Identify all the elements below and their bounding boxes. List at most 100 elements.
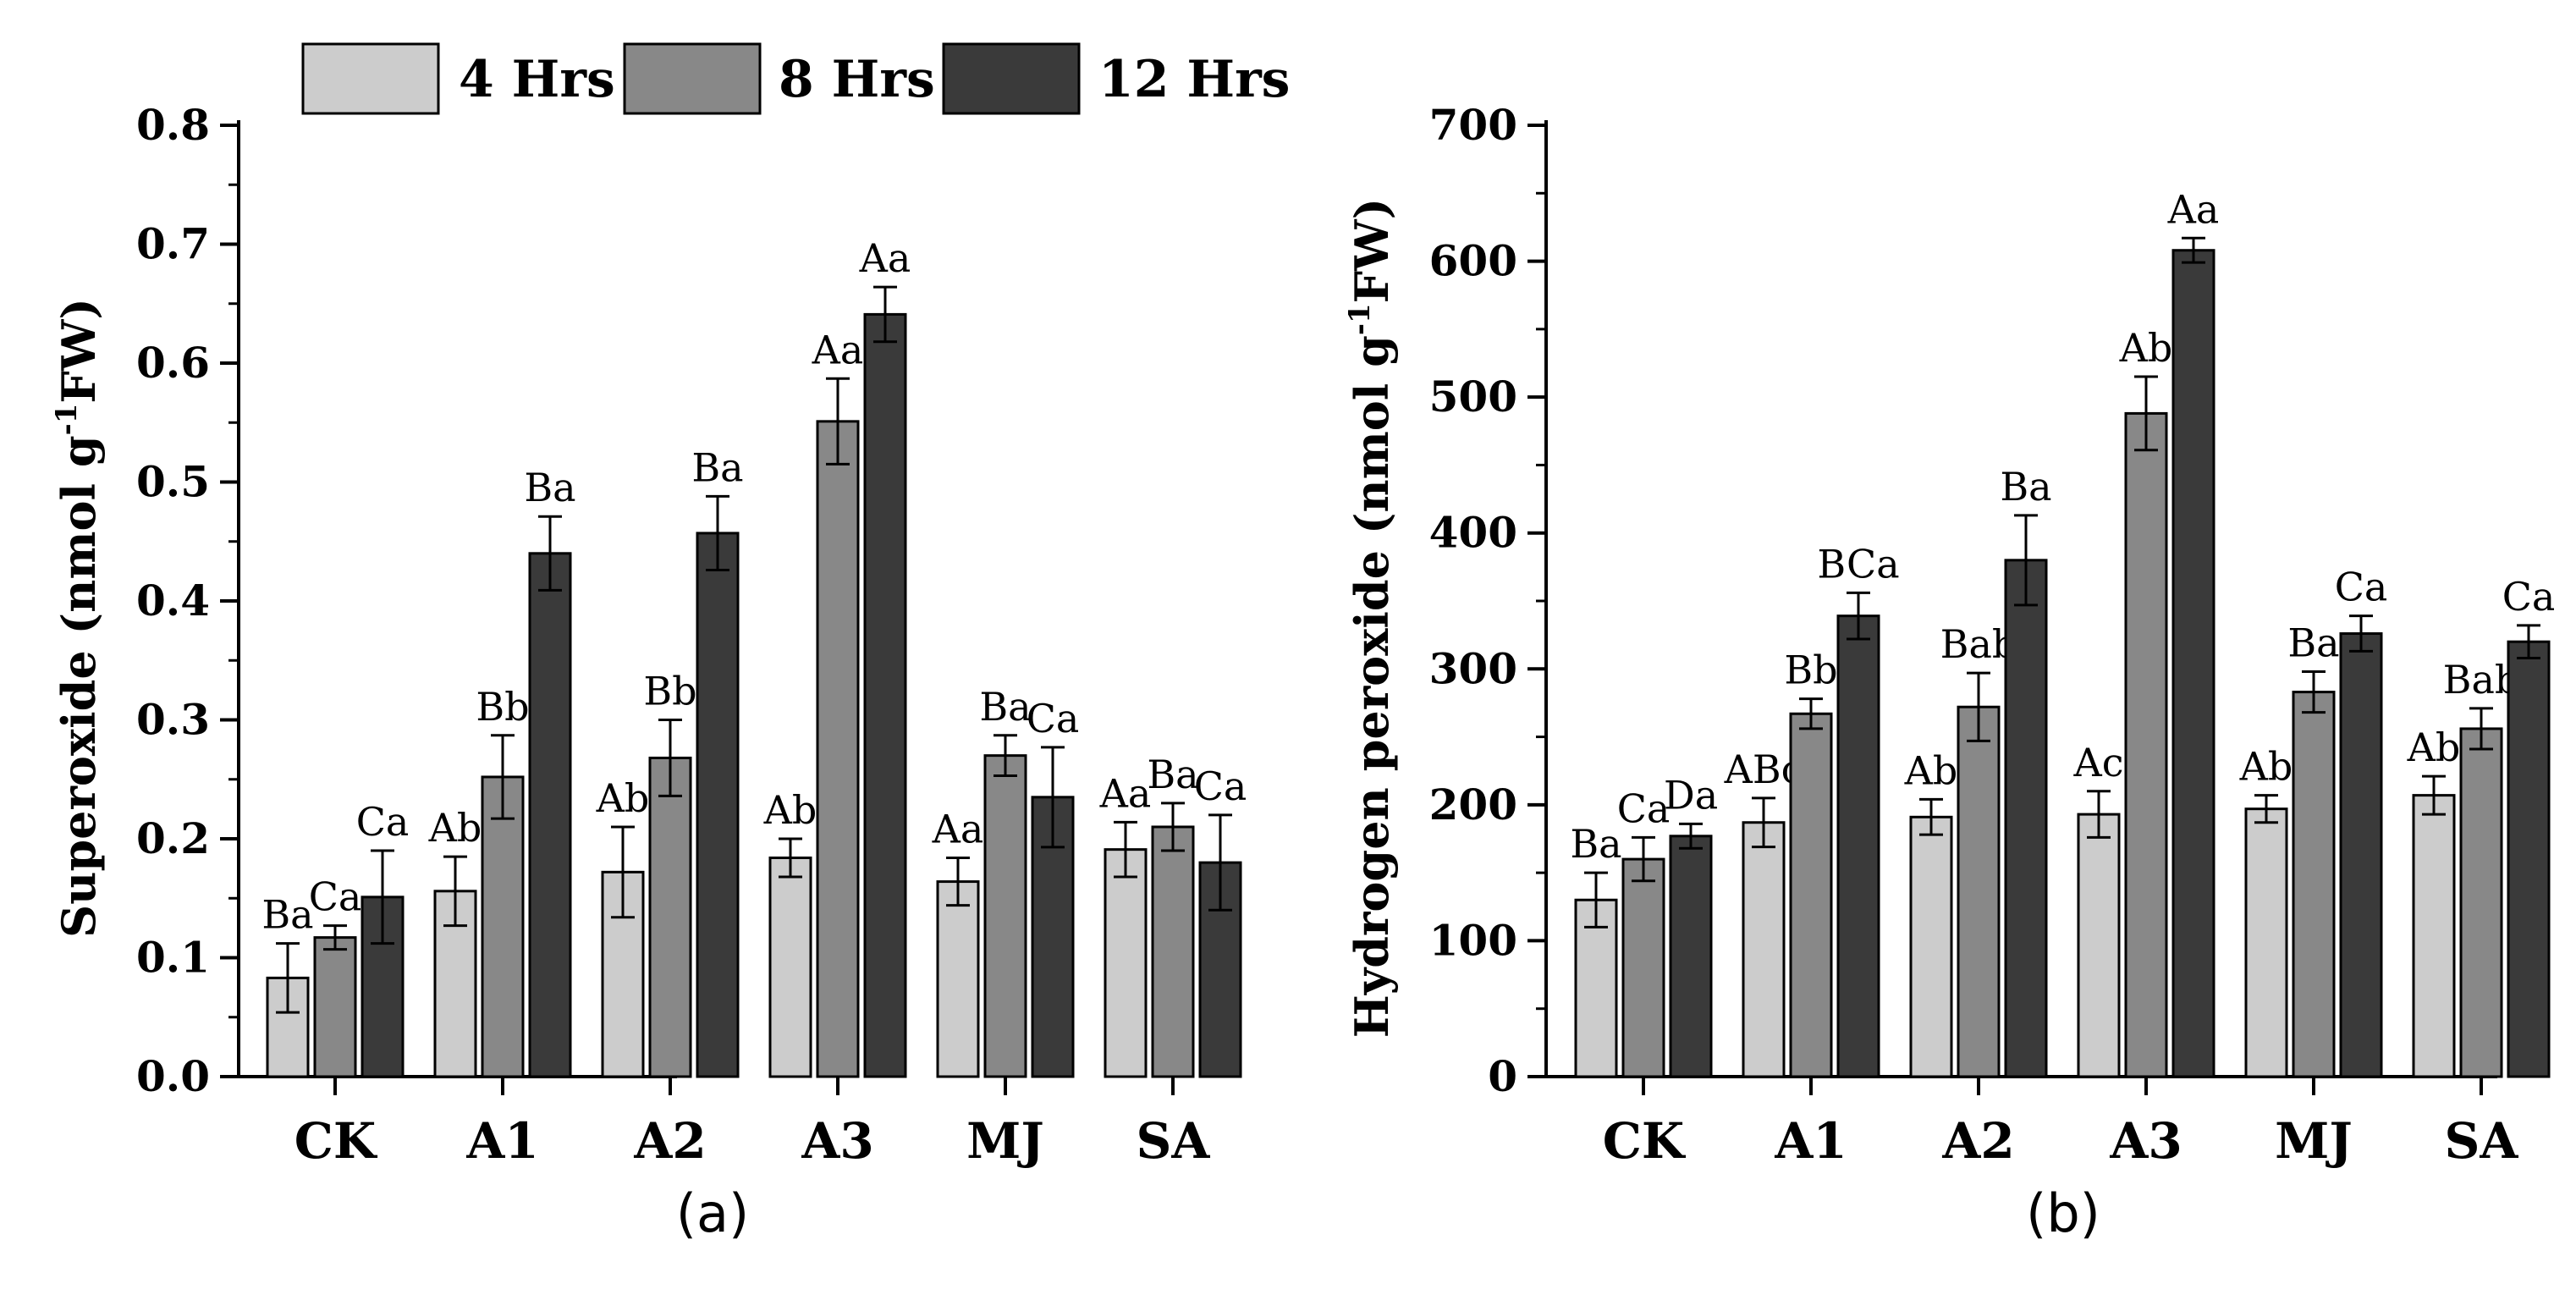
bar — [2412, 794, 2456, 1078]
bar — [936, 880, 980, 1078]
legend-swatch-1 — [623, 42, 762, 115]
y-tick-label: 500 — [1429, 372, 1517, 422]
bar — [1789, 712, 1833, 1078]
panel-label: (a) — [676, 1182, 749, 1244]
significance-label: Aa — [2167, 186, 2220, 232]
legend-label-0: 4 Hrs — [459, 50, 615, 109]
legend-item-0: 4 Hrs — [301, 42, 615, 115]
bar — [2004, 559, 2048, 1078]
significance-label: Aa — [812, 327, 864, 372]
y-axis-title-main: Superoxide (nmol g — [52, 435, 106, 938]
bar — [1669, 835, 1713, 1078]
significance-label: BCa — [1817, 541, 1899, 587]
bar — [1836, 614, 1880, 1078]
significance-label: Ab — [763, 787, 817, 833]
x-category-label: A1 — [465, 1112, 538, 1170]
significance-label: Ab — [2407, 725, 2461, 770]
bar — [313, 936, 357, 1078]
panel-label: (b) — [2026, 1182, 2100, 1244]
significance-label: Bab — [1940, 621, 2017, 667]
bar — [648, 756, 692, 1078]
bar — [2077, 813, 2121, 1078]
bar — [768, 856, 812, 1078]
significance-label: Ab — [428, 805, 482, 851]
x-category-label: CK — [1603, 1112, 1687, 1170]
bar — [2507, 640, 2551, 1078]
significance-label: Ba — [2000, 464, 2051, 510]
bar — [1104, 848, 1148, 1078]
y-axis-title-sup: -1 — [1343, 303, 1377, 335]
bar — [1909, 815, 1953, 1078]
y-tick-label: 0.5 — [136, 457, 210, 507]
x-category-label: A3 — [2109, 1112, 2182, 1170]
y-tick-label: 400 — [1429, 508, 1517, 558]
significance-label: Ca — [2502, 574, 2556, 620]
x-category-label: SA — [2445, 1112, 2519, 1170]
x-category-label: CK — [294, 1112, 378, 1170]
y-tick-label: 200 — [1429, 780, 1517, 829]
bar — [2339, 632, 2383, 1078]
significance-label: Aa — [859, 235, 911, 281]
legend-swatch-2 — [942, 42, 1081, 115]
bar — [1151, 825, 1195, 1078]
y-tick-label: 700 — [1429, 100, 1517, 150]
x-category-label: A1 — [1774, 1112, 1847, 1170]
bar — [2292, 691, 2336, 1078]
x-category-label: MJ — [966, 1112, 1044, 1170]
significance-label: Ab — [2119, 325, 2173, 371]
significance-label: Ab — [1904, 747, 1958, 793]
significance-label: Aa — [1099, 770, 1152, 816]
y-tick-label: 0.1 — [136, 933, 210, 983]
y-tick-label: 0.6 — [136, 338, 210, 388]
y-axis-title-main: Hydrogen peroxide (nmol g — [1345, 335, 1399, 1038]
bar — [983, 754, 1027, 1078]
significance-label: Ba — [979, 684, 1031, 730]
legend-item-2: 12 Hrs — [942, 42, 1290, 115]
y-tick-label: 600 — [1429, 236, 1517, 286]
bar — [2124, 411, 2168, 1078]
y-tick-label: 300 — [1429, 643, 1517, 693]
significance-label: Ca — [309, 874, 362, 920]
y-axis-title-end: FW) — [52, 298, 106, 404]
y-tick-label: 0.2 — [136, 813, 210, 863]
significance-label: Ba — [691, 444, 743, 490]
significance-label: Bb — [1784, 648, 1837, 693]
y-axis-title-sup: -1 — [50, 404, 84, 436]
significance-label: Ab — [596, 775, 650, 821]
chart-panel-1: 0 100 200 300 400 500 600 700 Hydrogen peroxide … — [1343, 100, 2555, 1244]
y-tick-label: 0 — [1488, 1051, 1517, 1101]
x-category-label: A3 — [801, 1112, 873, 1170]
significance-label: Bab — [2443, 657, 2520, 703]
significance-label: Ca — [2335, 565, 2388, 610]
significance-label: Ca — [1194, 763, 1247, 809]
chart-panel-0: 0.0 0.1 0.2 0.3 0.4 0.5 0.6 0.7 0.8 Superoxide (n… — [50, 100, 1247, 1244]
y-axis-title: Superoxide (nmol g-1FW) — [50, 298, 106, 938]
bar — [1957, 705, 2001, 1078]
y-tick-label: 0.0 — [136, 1051, 210, 1101]
legend-label-1: 8 Hrs — [779, 50, 935, 109]
significance-label: Ba — [261, 892, 313, 938]
significance-label: Ca — [1617, 785, 1671, 831]
significance-label: Ba — [1570, 821, 1621, 867]
bar — [1621, 857, 1665, 1078]
legend-item-1: 8 Hrs — [623, 42, 935, 115]
y-tick-label: 0.4 — [136, 576, 210, 625]
significance-label: Ac — [2073, 740, 2124, 785]
bar — [696, 532, 740, 1078]
y-tick-label: 100 — [1429, 915, 1517, 965]
bar — [816, 420, 860, 1078]
x-category-label: SA — [1137, 1112, 1211, 1170]
significance-label: Ca — [356, 799, 410, 845]
legend-label-2: 12 Hrs — [1098, 50, 1290, 109]
significance-label: Bb — [643, 669, 696, 714]
bar — [1742, 821, 1786, 1078]
significance-label: Ca — [1027, 696, 1080, 741]
bar — [528, 552, 572, 1078]
significance-label: Bb — [476, 684, 529, 730]
bar — [2244, 807, 2288, 1078]
bar — [863, 312, 907, 1078]
y-tick-label: 0.7 — [136, 219, 210, 269]
legend-swatch-0 — [301, 42, 440, 115]
